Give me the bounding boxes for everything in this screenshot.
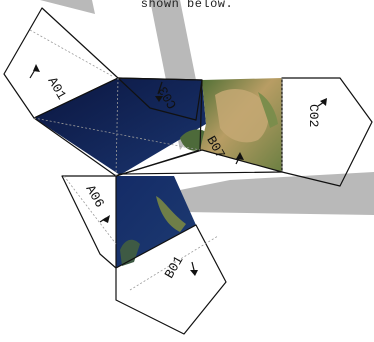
panel-label-a06: A06 (83, 183, 110, 223)
svg-text:C02: C02 (306, 104, 321, 127)
panel-label-b01: B01 (162, 253, 198, 281)
net-outline (3, 7, 373, 335)
panel-label-c02: C02 (306, 98, 327, 127)
panel-label-a01: A01 (29, 64, 70, 103)
caption-text: shown below. (140, 0, 234, 11)
ocean-region (34, 78, 206, 268)
svg-text:B01: B01 (162, 253, 187, 281)
land-region (200, 78, 282, 172)
svg-text:A06: A06 (83, 183, 108, 211)
svg-text:A01: A01 (45, 75, 70, 103)
